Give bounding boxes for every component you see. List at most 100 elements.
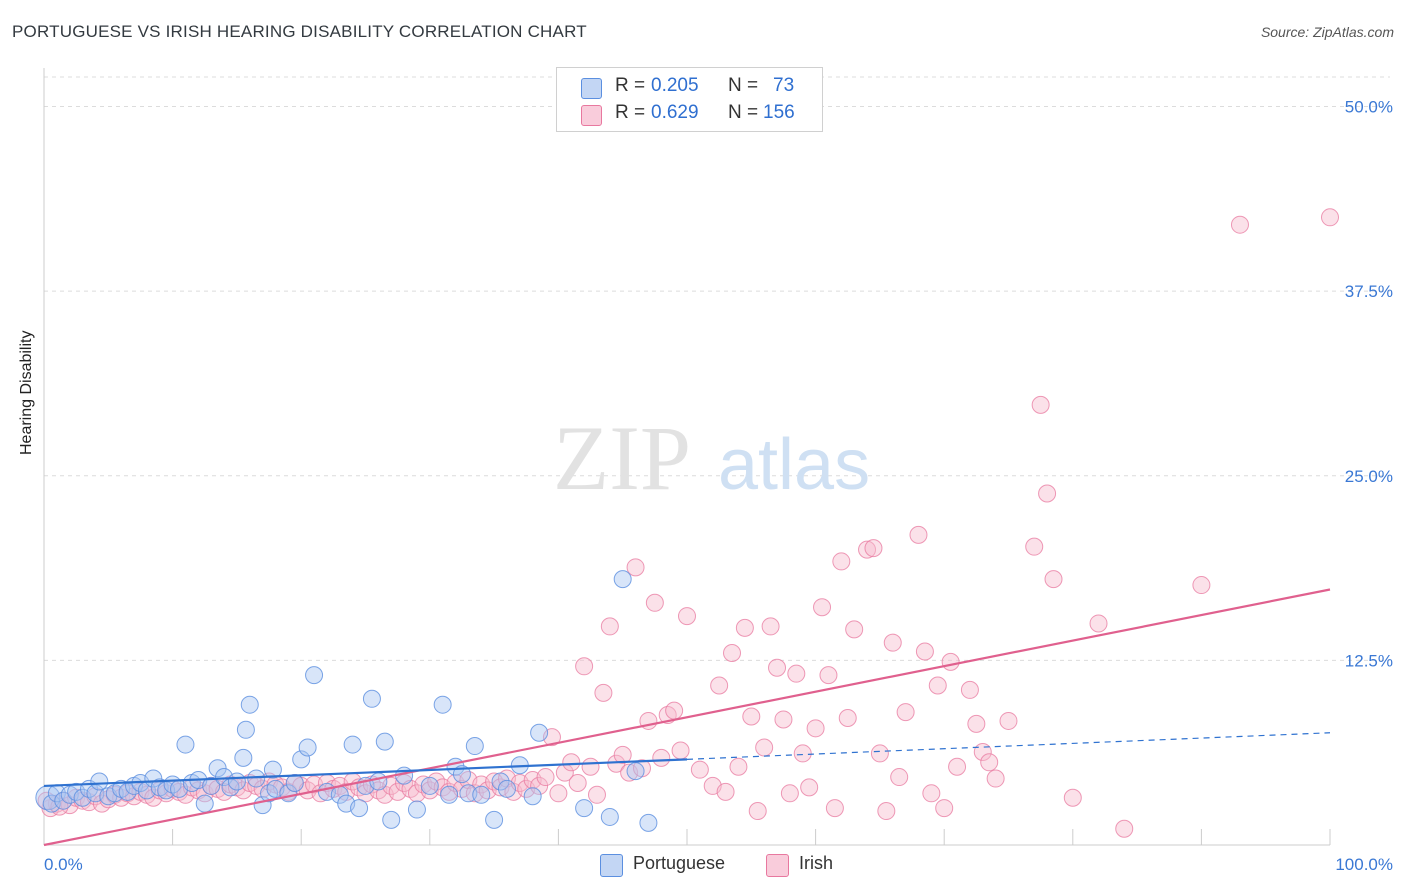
irish-point [864,539,883,558]
legend-label-irish: Irish [799,853,834,873]
irish-point [928,676,947,695]
irish-point [1089,614,1108,633]
portuguese-swatch [600,854,623,877]
irish-point [986,769,1005,788]
portuguese-point [247,769,266,788]
irish-point [748,802,767,821]
r-value: 0.205 [651,75,699,96]
stats-legend: R = 0.205 N = 73 R = 0.629 N = 156 [556,67,823,132]
irish-point [941,652,960,671]
irish-point [587,785,606,804]
irish-point [755,738,774,757]
irish-point [806,719,825,738]
portuguese-point [298,738,317,757]
irish-point [774,710,793,729]
irish-point [800,778,819,797]
irish-point [761,617,780,636]
irish-point [1230,215,1249,234]
irish-point [832,552,851,571]
portuguese-point [491,772,510,791]
portuguese-point [236,720,255,739]
portuguese-point [234,748,253,767]
portuguese-point [626,762,645,781]
y-tick-label: 37.5% [1345,282,1393,301]
portuguese-point [263,760,282,779]
irish-point [665,701,684,720]
irish-point [568,773,587,792]
irish-point [1115,819,1134,838]
chart-title: PORTUGUESE VS IRISH HEARING DISABILITY C… [12,22,587,41]
portuguese-point [497,779,516,798]
y-tick-label: 25.0% [1345,467,1393,486]
portuguese-point [42,794,61,813]
irish-point [716,782,735,801]
irish-point [935,799,954,818]
irish-point [678,607,696,626]
portuguese-point [144,769,163,788]
portuguese-point [369,772,388,791]
irish-point [909,525,928,544]
y-tick-label: 12.5% [1345,651,1393,670]
x-tick-label-start: 0.0% [44,855,83,874]
irish-point [549,784,568,803]
irish-point [858,540,877,559]
irish-point [645,593,664,612]
portuguese-point [465,737,484,756]
irish-point [813,598,832,617]
watermark: ZIP atlas [553,407,870,509]
irish-point [671,741,690,760]
irish-point [735,618,754,637]
portuguese-point [305,666,324,685]
portuguese-point [176,735,195,754]
x-tick-label-end: 100.0% [1335,855,1393,874]
portuguese-point [292,750,311,769]
y-axis-label: Hearing Disability [18,330,35,456]
irish-point [922,784,941,803]
legend-label-portuguese: Portuguese [633,853,726,873]
tick-labels: 12.5% 25.0% 37.5% 50.0% 0.0% 100.0% [44,98,1393,874]
trend-lines [43,588,1331,847]
irish-point [1063,788,1082,807]
portuguese-point [90,772,109,791]
irish-point [787,664,806,683]
irish-point [652,748,671,767]
irish-point [607,754,626,773]
irish-swatch [766,854,789,877]
y-tick-label: 50.0% [1345,98,1393,117]
irish-point [768,658,787,677]
portuguese-point [440,785,459,804]
n-label: N = [728,75,759,96]
irish-point [948,757,967,776]
irish-point [819,666,838,685]
irish-point [530,776,549,795]
irish-points [37,208,1339,838]
irish-point [870,744,889,763]
irish-point [575,657,594,676]
irish-point [845,620,864,639]
irish-point [915,642,934,661]
irish-point [890,768,909,787]
portuguese-point [240,695,259,714]
irish-point [1321,208,1339,227]
portuguese-point [485,810,504,829]
irish-point [780,784,799,803]
watermark-zip: ZIP [553,407,691,509]
portuguese-swatch [581,78,602,99]
irish-point [626,558,645,577]
irish-point [710,676,729,695]
irish-point [723,644,742,662]
portuguese-trend-line [43,758,688,788]
irish-point [742,707,761,726]
portuguese-point [530,723,549,742]
r-label: R = [615,102,646,123]
r-value: 0.629 [651,102,699,123]
irish-point [562,753,581,772]
irish-point [1038,484,1057,503]
n-value: 156 [763,102,795,123]
irish-point [690,760,709,779]
portuguese-point [350,799,369,818]
irish-point [896,703,915,722]
irish-point [960,680,979,699]
portuguese-trend-extension [686,732,1331,760]
